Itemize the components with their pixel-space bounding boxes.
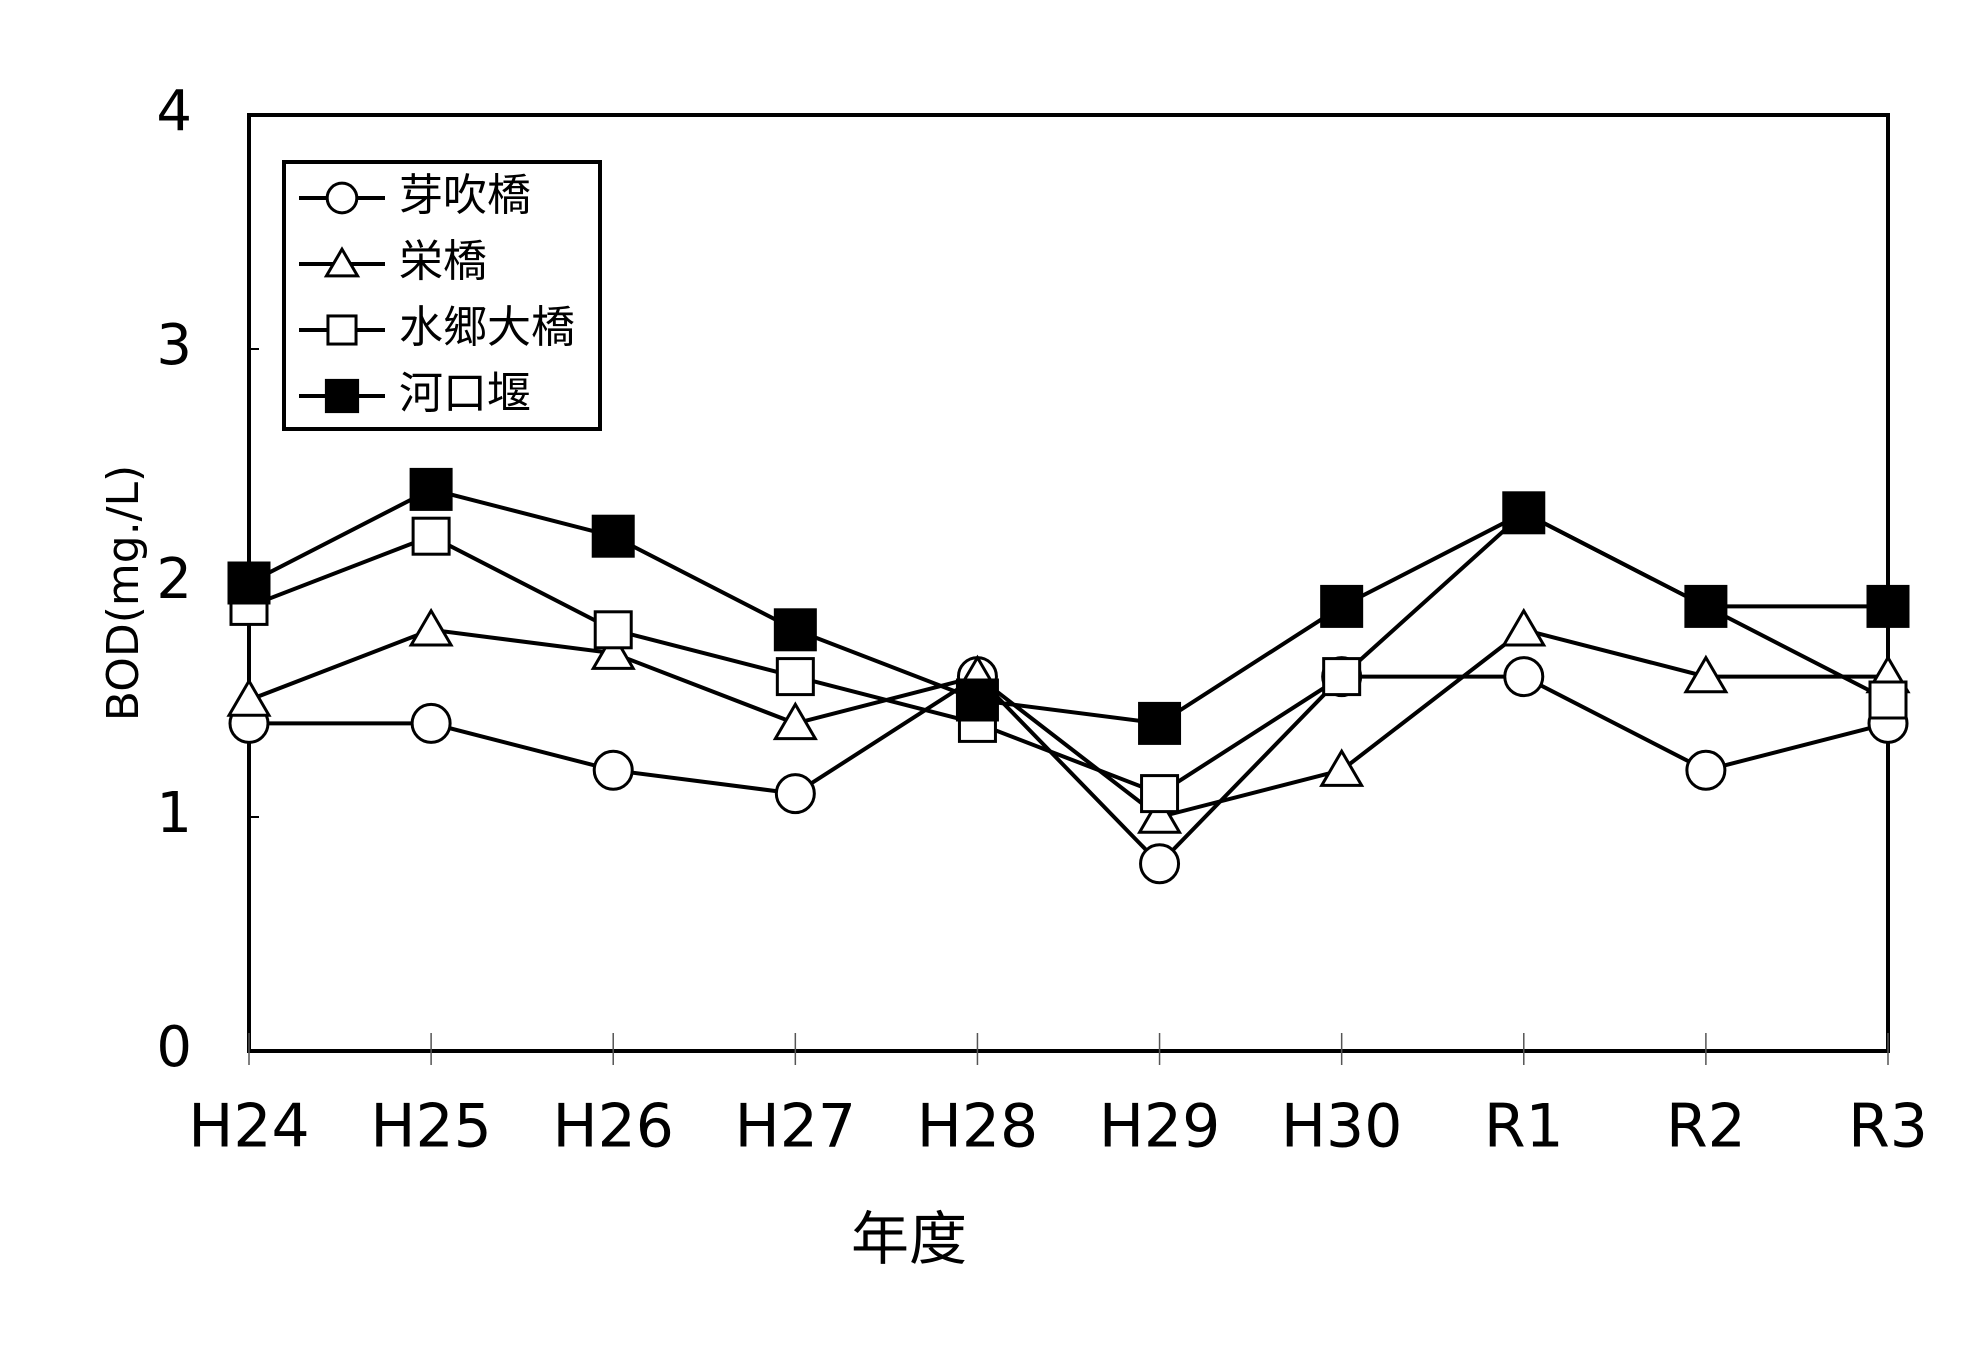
legend-label: 河口堰 (399, 368, 531, 419)
marker (226, 678, 272, 717)
marker (324, 378, 360, 414)
marker (1501, 607, 1547, 647)
marker (1140, 774, 1180, 814)
marker (593, 610, 633, 650)
marker (325, 181, 359, 215)
legend-label: 栄橋 (399, 236, 487, 287)
marker (229, 586, 269, 626)
x-tick-label: H29 (1099, 1092, 1220, 1162)
series-line (249, 674, 1889, 867)
x-tick-label: R1 (1484, 1092, 1564, 1162)
x-tick-label: H28 (917, 1092, 1038, 1162)
x-tick-label: H30 (1281, 1092, 1402, 1162)
marker (1319, 748, 1365, 787)
marker (323, 246, 361, 278)
marker (590, 631, 636, 670)
marker (410, 702, 452, 744)
y-tick-label: 3 (156, 313, 192, 378)
y-tick-label: 4 (156, 79, 192, 144)
marker (775, 657, 815, 697)
marker (1322, 657, 1362, 697)
x-tick-label: H24 (188, 1092, 309, 1162)
marker (1503, 656, 1545, 698)
y-tick-label: 1 (156, 781, 192, 846)
series-line (248, 627, 1888, 820)
marker (326, 314, 358, 346)
marker (1502, 491, 1546, 535)
marker (1868, 680, 1908, 720)
marker (1684, 584, 1728, 628)
marker (592, 749, 634, 791)
marker (773, 608, 817, 652)
marker (772, 701, 818, 741)
x-tick-label: H25 (370, 1092, 491, 1162)
marker (409, 467, 453, 511)
marker (774, 773, 816, 815)
marker (1320, 584, 1364, 628)
marker (1138, 701, 1182, 745)
marker (955, 678, 999, 722)
marker (408, 607, 454, 647)
marker (1685, 749, 1727, 791)
legend-label: 水郷大橋 (399, 302, 575, 353)
marker (411, 516, 451, 556)
marker (227, 561, 271, 605)
y-tick-label: 2 (156, 547, 192, 612)
legend-label: 芽吹橋 (399, 170, 531, 221)
marker (1136, 795, 1183, 834)
marker (591, 514, 635, 558)
marker (1866, 584, 1910, 628)
x-tick-label: R2 (1666, 1092, 1746, 1162)
marker (1139, 843, 1181, 885)
x-axis-label: 年度 (851, 1205, 967, 1273)
series-line (248, 510, 1889, 796)
marker (1683, 654, 1729, 694)
x-tick-label: H26 (552, 1092, 673, 1162)
x-tick-label: R3 (1848, 1092, 1928, 1162)
series-line (248, 487, 1888, 726)
y-axis-label: BOD(mg./L) (98, 465, 149, 721)
y-tick-label: 0 (156, 1015, 192, 1080)
x-tick-label: H27 (735, 1092, 856, 1162)
